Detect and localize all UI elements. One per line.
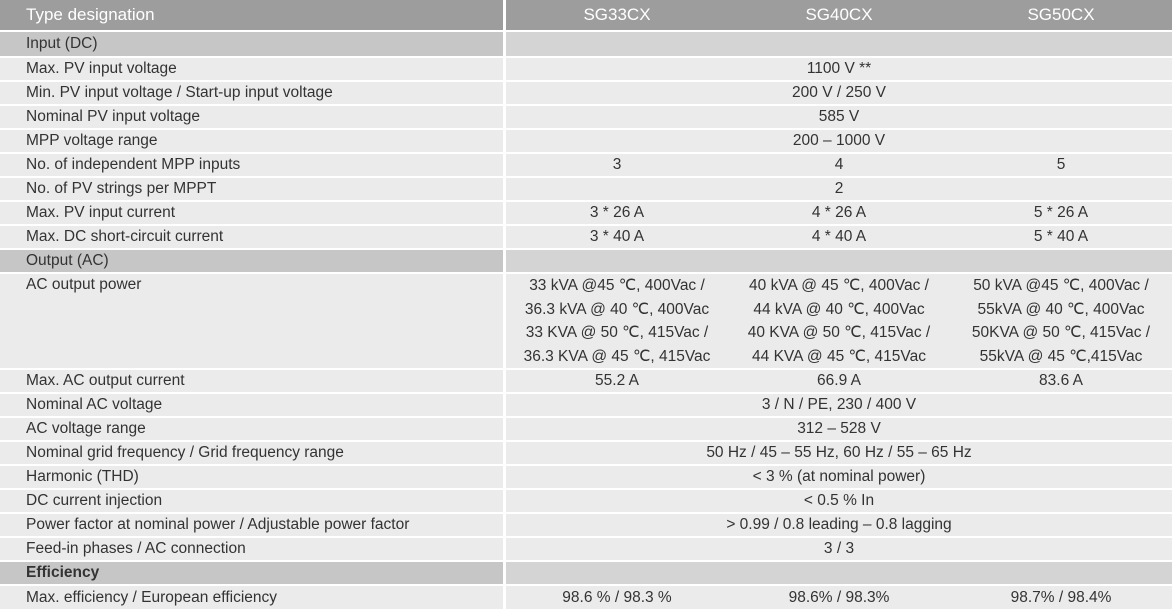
cell-sg40cx: 66.9 A [817,372,861,389]
section-output: Output (AC) [0,250,1172,272]
row-value: 3 / N / PE, 230 / 400 V [761,396,917,413]
ac-power-line: 33 kVA @45 ℃, 400Vac / [529,277,705,294]
row-value: 200 – 1000 V [792,132,886,149]
row-label: Min. PV input voltage / Start-up input v… [0,82,503,104]
table-row: Max. efficiency / European efficiency 98… [0,586,1172,609]
cell-sg50cx: 5 * 26 A [1033,204,1089,221]
section-fill [506,562,1172,584]
section-efficiency: Efficiency [0,562,1172,584]
cell-sg33cx: 98.6 % / 98.3 % [562,588,672,606]
section-fill [506,32,1172,56]
row-label: No. of independent MPP inputs [0,154,503,176]
cell-sg40cx: 4 * 26 A [811,204,867,221]
table-row: Harmonic (THD) < 3 % (at nominal power) [0,466,1172,488]
row-label: Feed-in phases / AC connection [0,538,503,560]
table-row: Nominal PV input voltage 585 V [0,106,1172,128]
cell-sg40cx: 4 [834,156,844,173]
table-row: Power factor at nominal power / Adjustab… [0,514,1172,536]
cell-sg33cx: 3 * 26 A [589,204,645,221]
cell-sg50cx: 5 * 40 A [1033,228,1089,245]
model-headers: SG33CX SG40CX SG50CX [506,0,1172,30]
row-label: Max. PV input current [0,202,503,224]
ac-power-line: 50 kVA @45 ℃, 400Vac / [973,277,1149,294]
cell-sg50cx: 98.7% / 98.4% [1010,588,1112,606]
row-value: 312 – 528 V [797,420,881,437]
row-label: AC voltage range [0,418,503,440]
row-label: Max. DC short-circuit current [0,226,503,248]
table-row: DC current injection < 0.5 % In [0,490,1172,512]
table-row: Nominal AC voltage 3 / N / PE, 230 / 400… [0,394,1172,416]
cell-sg50cx: 50 kVA @45 ℃, 400Vac / 55kVA @ 40 ℃, 400… [950,274,1172,368]
ac-power-line: 44 KVA @ 45 ℃, 415Vac [752,347,926,365]
row-value: 2 [834,180,844,197]
table-row: Max. DC short-circuit current 3 * 40 A 4… [0,226,1172,248]
row-label: Nominal AC voltage [0,394,503,416]
model-sg33cx: SG33CX [583,5,651,24]
type-designation-label: Type designation [0,0,503,30]
table-row: Nominal grid frequency / Grid frequency … [0,442,1172,464]
model-sg40cx: SG40CX [805,5,873,24]
table-row: No. of PV strings per MPPT 2 [0,178,1172,200]
ac-power-line: 50KVA @ 50 ℃, 415Vac / [971,324,1151,341]
cell-sg33cx: 33 kVA @45 ℃, 400Vac / 36.3 kVA @ 40 ℃, … [506,274,728,368]
cell-sg40cx: 98.6% / 98.3% [788,588,890,606]
ac-power-line: 36.3 kVA @ 40 ℃, 400Vac [524,300,710,318]
table-row: Max. AC output current 55.2 A 66.9 A 83.… [0,370,1172,392]
model-sg50cx: SG50CX [1027,5,1095,24]
row-value: 200 V / 250 V [792,84,886,101]
row-value: < 3 % (at nominal power) [752,468,926,485]
row-label: Nominal grid frequency / Grid frequency … [0,442,503,464]
table-row: AC voltage range 312 – 528 V [0,418,1172,440]
row-value: 3 / 3 [823,540,855,557]
cell-sg33cx: 3 * 40 A [589,228,645,245]
ac-power-line: 44 kVA @ 40 ℃, 400Vac [753,300,925,318]
row-value: > 0.99 / 0.8 leading – 0.8 lagging [726,516,952,533]
cell-sg33cx: 3 [612,156,622,173]
row-label: No. of PV strings per MPPT [0,178,503,200]
row-label: DC current injection [0,490,503,512]
table-row: AC output power 33 kVA @45 ℃, 400Vac / 3… [0,274,1172,368]
ac-power-line: 36.3 KVA @ 45 ℃, 415Vac [523,347,711,365]
cell-sg33cx: 55.2 A [595,372,639,389]
table-row: Min. PV input voltage / Start-up input v… [0,82,1172,104]
row-label: AC output power [0,274,503,368]
ac-power-line: 40 KVA @ 50 ℃, 415Vac / [747,324,931,341]
cell-sg50cx: 83.6 A [1039,372,1083,389]
row-value: < 0.5 % In [803,492,875,509]
section-input: Input (DC) [0,32,1172,56]
table-row: MPP voltage range 200 – 1000 V [0,130,1172,152]
row-value: 585 V [818,108,860,125]
cell-sg40cx: 40 kVA @ 45 ℃, 400Vac / 44 kVA @ 40 ℃, 4… [728,274,950,368]
table-header: Type designation SG33CX SG40CX SG50CX [0,0,1172,30]
row-label: Max. AC output current [0,370,503,392]
section-title: Output (AC) [0,250,503,272]
row-label: Power factor at nominal power / Adjustab… [0,514,503,536]
ac-power-line: 40 kVA @ 45 ℃, 400Vac / [749,277,929,294]
section-title: Efficiency [0,562,503,584]
row-label: Harmonic (THD) [0,466,503,488]
section-fill [506,250,1172,272]
row-value: 1100 V ** [806,60,872,77]
ac-power-line: 33 KVA @ 50 ℃, 415Vac / [525,324,709,341]
table-row: Feed-in phases / AC connection 3 / 3 [0,538,1172,560]
table-row: Max. PV input voltage 1100 V ** [0,58,1172,80]
table-row: No. of independent MPP inputs 3 4 5 [0,154,1172,176]
ac-power-line: 55kVA @ 40 ℃, 400Vac [977,300,1145,318]
section-title: Input (DC) [0,32,503,56]
row-label: MPP voltage range [0,130,503,152]
table-row: Max. PV input current 3 * 26 A 4 * 26 A … [0,202,1172,224]
row-label: Max. efficiency / European efficiency [0,586,503,609]
cell-sg40cx: 4 * 40 A [811,228,867,245]
ac-power-line: 55kVA @ 45 ℃,415Vac [979,347,1143,365]
row-value: 50 Hz / 45 – 55 Hz, 60 Hz / 55 – 65 Hz [706,444,972,461]
row-label: Nominal PV input voltage [0,106,503,128]
cell-sg50cx: 5 [1056,156,1066,173]
row-label: Max. PV input voltage [0,58,503,80]
